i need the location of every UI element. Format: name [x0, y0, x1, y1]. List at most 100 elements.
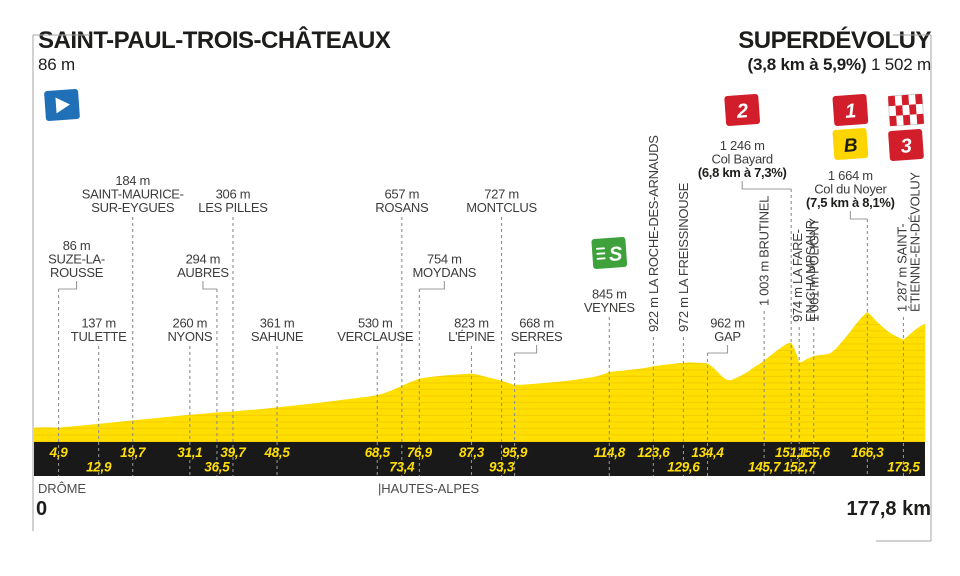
- km-tick-label: 87,3: [459, 445, 485, 460]
- waypoint-text: (7,5 km à 8,1%): [806, 195, 895, 210]
- waypoint-text-vertical: 974 m LA FARE-: [790, 229, 805, 322]
- finish-gradient: (3,8 km à 5,9%): [747, 55, 867, 74]
- waypoint-text: 184 m: [115, 173, 150, 188]
- km-tick-label: 39,7: [220, 445, 247, 460]
- waypoint-text: TULETTE: [71, 329, 127, 344]
- department-label-drome: DRÔME: [38, 481, 86, 496]
- waypoint-text: 137 m: [81, 316, 116, 331]
- waypoint-text: VERCLAUSE: [337, 329, 414, 344]
- start-town-name: SAINT-PAUL-TROIS-CHÂTEAUX: [38, 27, 391, 54]
- km-tick-label: 145,7: [748, 460, 782, 475]
- km-bar: [34, 442, 925, 476]
- waypoint-text: ROSANS: [375, 200, 429, 215]
- label-elbow-connector: [849, 211, 868, 220]
- category-3-climb-flag-icon: 3: [888, 129, 924, 161]
- waypoint-text: Col du Noyer: [814, 182, 887, 197]
- km-tick-label: 93,3: [489, 460, 515, 475]
- km-tick-label: 36,5: [204, 460, 230, 475]
- waypoint-text: AUBRES: [177, 265, 229, 280]
- waypoint-text: L'ÉPINE: [448, 329, 495, 344]
- waypoint-text-vertical: 922 m LA ROCHE-DES-ARNAUDS: [646, 135, 661, 332]
- km-tick-label: 4,9: [49, 445, 69, 460]
- waypoint-text-vertical: 972 m LA FREISSINOUSE: [676, 182, 691, 332]
- finish-elevation: 1 502 m: [866, 55, 931, 74]
- km-tick-label: 114,8: [594, 445, 626, 460]
- km-tick-label: 76,9: [407, 445, 433, 460]
- waypoint-text: LES PILLES: [198, 200, 268, 215]
- label-elbow-connector: [419, 281, 445, 290]
- waypoint-text-vertical: 1 003 m BRUTINEL: [757, 196, 772, 306]
- bonus-glyph: B: [843, 135, 858, 157]
- waypoint-text: 962 m: [710, 316, 745, 331]
- distance-total-label: 177,8 km: [846, 498, 931, 520]
- km-tick-label: 73,4: [389, 460, 415, 475]
- waypoint-text: 294 m: [186, 252, 221, 267]
- category-1-climb-flag-icon-glyph: 1: [844, 100, 857, 123]
- km-tick-label: 48,5: [264, 445, 291, 460]
- km-tick-label: 151,1: [775, 445, 807, 460]
- waypoint-text: 1 664 m: [828, 168, 873, 183]
- km-tick-label: 134,4: [691, 445, 724, 460]
- start-elevation: 86 m: [38, 55, 75, 74]
- waypoint-text: SERRES: [511, 329, 563, 344]
- category-2-climb-flag-icon-glyph: 2: [735, 100, 749, 123]
- bonus-seconds-flag-icon: B: [832, 128, 869, 160]
- label-elbow-connector: [741, 181, 792, 190]
- finish-elevation-line: (3,8 km à 5,9%) 1 502 m: [738, 54, 932, 76]
- km-tick-label: 31,1: [177, 445, 202, 460]
- waypoint-text: SUZE-LA-: [48, 252, 105, 267]
- waypoint-text: Col Bayard: [712, 152, 773, 167]
- distance-start-label: 0: [36, 498, 48, 520]
- label-elbow-connector: [58, 281, 78, 290]
- waypoint-text-vertical: EN-CHAMPSAUR: [803, 220, 818, 322]
- depart-flag-icon: [44, 89, 80, 121]
- waypoint-text: 361 m: [260, 316, 295, 331]
- km-tick-label: 123,6: [637, 445, 670, 460]
- km-tick-label: 19,7: [120, 445, 147, 460]
- category-2-climb-flag-icon: 2: [724, 94, 761, 126]
- category-1-climb-flag-icon: 1: [832, 94, 869, 126]
- waypoint-text: 668 m: [519, 316, 554, 331]
- intermediate-sprint-flag-icon: S: [591, 237, 628, 269]
- waypoint-text: 754 m: [427, 252, 462, 267]
- category-3-climb-flag-icon-glyph: 3: [900, 135, 913, 158]
- km-tick-label: 12,9: [86, 460, 112, 475]
- waypoint-text: 823 m: [454, 316, 489, 331]
- waypoint-text: SAINT-MAURICE-: [82, 187, 184, 202]
- label-elbow-connector: [707, 345, 729, 354]
- waypoint-text: GAP: [714, 329, 741, 344]
- department-label-hautes-alpes: |HAUTES-ALPES: [378, 481, 480, 496]
- sprint-glyph: S: [608, 243, 624, 266]
- finish-header: SUPERDÉVOLUY (3,8 km à 5,9%) 1 502 m: [738, 28, 931, 76]
- checkered-finish-flag-icon: [887, 93, 925, 127]
- waypoint-text: 306 m: [216, 187, 251, 202]
- waypoint-text: SAHUNE: [251, 329, 304, 344]
- km-tick-label: 166,3: [851, 445, 884, 460]
- waypoint-text: VEYNES: [584, 300, 636, 315]
- km-tick-label: 68,5: [365, 445, 391, 460]
- waypoint-text: 530 m: [358, 316, 393, 331]
- waypoint-text: 86 m: [63, 238, 91, 253]
- waypoint-text-vertical: 1 287 m SAINT-: [894, 224, 909, 312]
- label-elbow-connector: [514, 345, 538, 354]
- km-tick-label: 173,5: [887, 460, 920, 475]
- waypoint-text: 260 m: [173, 316, 208, 331]
- waypoint-text-vertical: ÉTIENNE-EN-DÉVOLUY: [907, 172, 922, 312]
- waypoint-text: 845 m: [592, 287, 627, 302]
- label-elbow-connector: [202, 281, 217, 290]
- waypoint-text-vertical: 1 061 m POLIGNY: [806, 217, 821, 322]
